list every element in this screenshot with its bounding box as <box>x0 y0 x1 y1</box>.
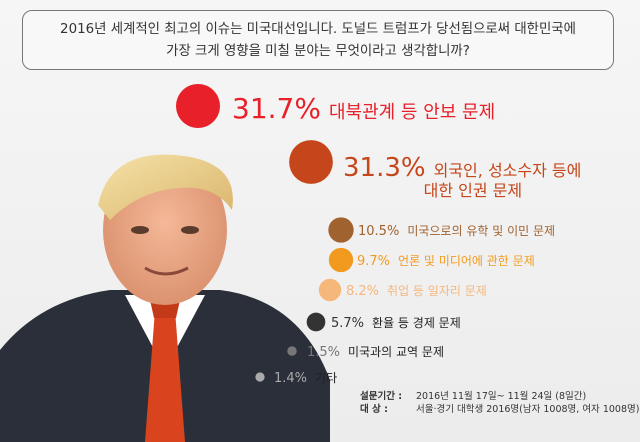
survey-target: 대 상 : 서울·경기 대학생 2016명(남자 1008명, 여자 1008명) <box>360 403 639 416</box>
category-label-6: 환율 등 경제 문제 <box>372 316 461 330</box>
survey-footer: 설문기간 : 2016년 11월 17일~ 11월 24일 (8일간) 대 상 :… <box>360 390 639 416</box>
survey-target-label: 대 상 : <box>360 404 388 415</box>
pct-label-3: 10.5% <box>358 224 399 239</box>
survey-period: 설문기간 : 2016년 11월 17일~ 11월 24일 (8일간) <box>360 390 639 403</box>
pct-label-6: 5.7% <box>331 316 364 331</box>
pct-label-4: 9.7% <box>357 254 390 269</box>
category-label-7: 미국과의 교역 문제 <box>348 345 444 359</box>
bubble-7 <box>287 346 297 356</box>
bubble-6 <box>306 312 326 332</box>
pct-label-1: 31.7% <box>232 92 321 125</box>
question-line-1: 2016년 세계적인 최고의 이슈는 미국대선입니다. 도널드 트럼프가 당선됨… <box>60 22 576 37</box>
question-line-2: 가장 크게 영향을 미칠 분야는 무엇이라고 생각합니까? <box>166 44 470 59</box>
category-label-2: 외국인, 성소수자 등에 <box>434 161 582 180</box>
category-label-3: 미국으로의 유학 및 이민 문제 <box>407 224 555 238</box>
question-box: 2016년 세계적인 최고의 이슈는 미국대선입니다. 도널드 트럼프가 당선됨… <box>22 10 614 70</box>
pct-label-2: 31.3% <box>343 153 426 183</box>
bubble-2 <box>289 140 333 184</box>
bubble-label-3: 10.5% 미국으로의 유학 및 이민 문제 <box>358 224 555 239</box>
category-label-5: 취업 등 일자리 문제 <box>387 284 487 298</box>
bubble-label-4: 9.7% 언론 및 미디어에 관한 문제 <box>357 254 535 269</box>
bubble-label-8: 1.4% 기타 <box>274 371 337 386</box>
bubble-4 <box>328 247 354 273</box>
category-label-2-line-2: 대한 인권 문제 <box>424 181 522 200</box>
category-label-8: 기타 <box>315 371 337 385</box>
pct-label-8: 1.4% <box>274 371 307 386</box>
bubble-5 <box>318 278 342 302</box>
survey-period-value: 2016년 11월 17일~ 11월 24일 (8일간) <box>416 391 587 402</box>
bubble-label-6: 5.7% 환율 등 경제 문제 <box>331 316 461 331</box>
survey-period-label: 설문기간 : <box>360 391 403 402</box>
pct-label-5: 8.2% <box>346 284 379 299</box>
category-label-1: 대북관계 등 안보 문제 <box>329 102 495 123</box>
category-label-4: 언론 및 미디어에 관한 문제 <box>398 254 535 268</box>
pct-label-7: 1.5% <box>307 345 340 360</box>
survey-target-value: 서울·경기 대학생 2016명(남자 1008명, 여자 1008명) <box>416 404 640 415</box>
bubble-label-2: 31.3% 외국인, 성소수자 등에 대한 인권 문제 <box>343 153 581 200</box>
bubble-label-1: 31.7% 대북관계 등 안보 문제 <box>232 92 495 125</box>
trump-portrait <box>0 154 330 442</box>
bubble-8 <box>255 372 265 382</box>
bubble-1 <box>176 84 220 128</box>
bubble-3 <box>328 217 354 243</box>
bubble-label-5: 8.2% 취업 등 일자리 문제 <box>346 284 487 299</box>
bubble-label-7: 1.5% 미국과의 교역 문제 <box>307 345 444 360</box>
